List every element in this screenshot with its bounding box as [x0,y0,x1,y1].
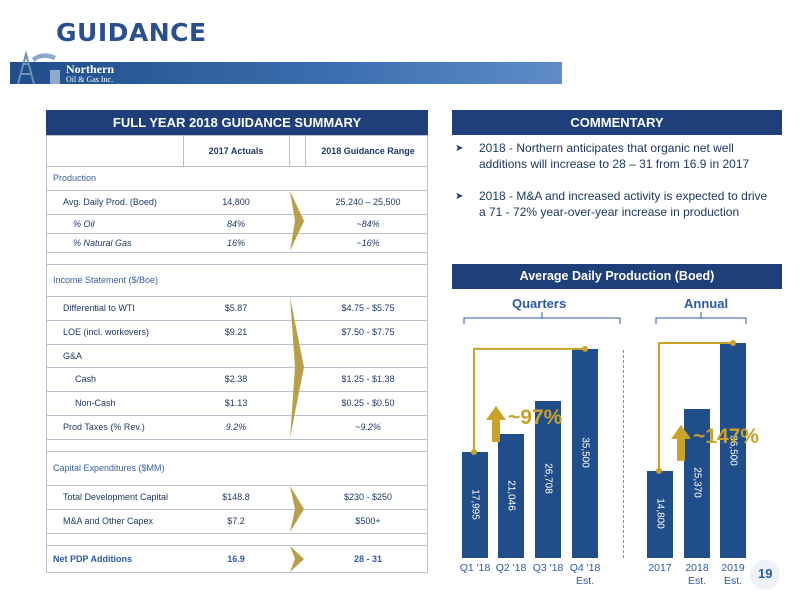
bar [720,343,746,558]
bar [684,408,710,558]
actual-value: 14,800 [222,197,250,207]
group-label-quarters: Quarters [512,296,567,311]
row-label: Total Development Capital [63,492,169,502]
actual-value: $7.2 [227,516,245,526]
actual-value: 9.2% [225,422,247,432]
actual-value: $148.8 [222,492,250,502]
col-header-guidance: 2018 Guidance Range [321,146,415,156]
row-label: % Oil [73,218,95,229]
oil-derrick-logo-icon [17,50,60,85]
company-name-line2: Oil & Gas Inc. [66,75,114,84]
growth-percent: ~147% [693,424,759,448]
group-label-annual: Annual [684,296,729,311]
x-axis-label: 2018 Est. [685,562,709,587]
bar [462,452,488,558]
row-label: Differential to WTI [63,303,135,313]
row-label: Prod Taxes (% Rev.) [63,422,145,432]
chevron-right-icon [290,546,304,572]
guidance-value: 25,240 – 25,500 [335,197,401,207]
x-axis-label: Q2 '18 [495,562,527,574]
header-bar [10,62,562,84]
guidance-table-title: FULL YEAR 2018 GUIDANCE SUMMARY [46,110,428,135]
bar [647,470,673,558]
row-label: G&A [63,350,83,361]
x-axis-label: 2017 [648,562,672,574]
bar [498,434,524,558]
x-axis-label: Q3 '18 [532,562,564,574]
actual-value: 16.9 [227,554,245,564]
commentary-bullet: ➤ 2018 - Northern anticipates that organ… [455,140,775,172]
bar [572,348,598,558]
x-axis-label: Q1 '18 [459,562,491,574]
row-label: Non-Cash [75,398,116,408]
guidance-value: $7.50 - $7.75 [341,327,395,337]
chevron-right-icon [290,297,304,438]
actual-value: $1.13 [224,398,248,408]
section-production: Production [53,173,97,183]
col-header-actuals: 2017 Actuals [208,146,264,156]
guidance-value: ~16% [356,237,380,248]
guidance-value: $500+ [355,516,381,526]
row-label: M&A and Other Capex [63,516,154,526]
actual-value: $9.21 [224,327,248,337]
actual-value: 84% [226,218,245,229]
guidance-value: ~9.2% [355,422,381,432]
guidance-value: $1.25 - $1.38 [341,374,395,384]
section-capex: Capital Expenditures ($MM) [53,463,165,473]
up-arrow-icon [486,406,506,443]
guidance-table: 2017 Actuals 2018 Guidance Range Product… [46,135,428,573]
group-separator [623,350,624,558]
row-label: LOE (incl. workovers) [63,327,150,337]
company-name: Northern Oil & Gas Inc. [66,63,114,84]
x-axis-label: Q4 '18 Est. [569,562,601,587]
guidance-value: ~84% [356,218,380,229]
commentary-title: COMMENTARY [452,110,782,135]
row-label: Avg. Daily Prod. (Boed) [63,197,157,207]
commentary-bullet: ➤ 2018 - M&A and increased activity is e… [455,188,775,220]
arrow-bullet-icon: ➤ [455,191,464,202]
x-axis-label: 2019 Est. [721,562,745,587]
growth-percent: ~97% [508,406,563,429]
page-number-badge [750,560,780,590]
chevron-right-icon [290,486,304,532]
row-label: Cash [75,374,97,384]
arrow-bullet-icon: ➤ [455,143,464,154]
bullet-text: 2018 - M&A and increased activity is exp… [479,189,768,219]
actual-value: $5.87 [224,303,248,313]
chart-title: Average Daily Production (Boed) [452,264,782,289]
guidance-value: $4.75 - $5.75 [341,303,395,313]
slide-title: GUIDANCE [56,18,207,47]
section-income-statement: Income Statement ($/Boe) [53,275,159,285]
bullet-text: 2018 - Northern anticipates that organic… [479,141,750,171]
row-label: Net PDP Additions [53,554,133,564]
up-arrow-icon [671,424,691,461]
guidance-value: $230 - $250 [343,492,393,502]
actual-value: 16% [226,237,245,248]
guidance-value: $0.25 - $0.50 [341,398,395,408]
bar [535,400,561,558]
page-number: 19 [758,566,773,581]
actual-value: $2.38 [224,374,248,384]
chevron-right-icon [290,191,304,251]
group-brackets [463,312,747,324]
company-name-line1: Northern [66,62,114,76]
row-label: % Natural Gas [73,237,132,248]
guidance-value: 28 - 31 [353,554,383,564]
